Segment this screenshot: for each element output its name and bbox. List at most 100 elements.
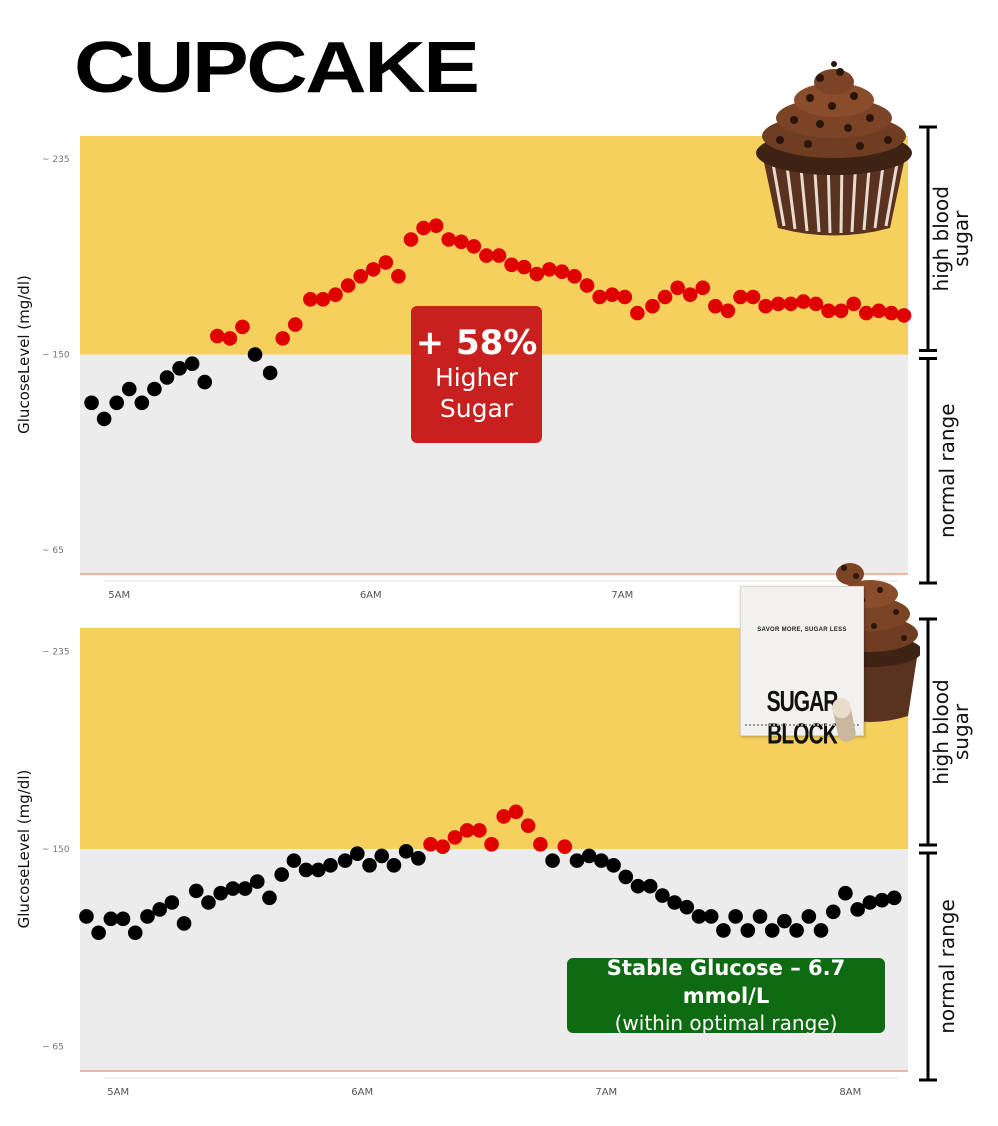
y-tick-label: ~ 235 bbox=[42, 647, 70, 657]
data-point bbox=[655, 888, 670, 903]
data-point bbox=[874, 892, 890, 908]
data-point bbox=[84, 395, 99, 411]
stable-glucose-badge: Stable Glucose – 6.7 mmol/L (within opti… bbox=[567, 956, 885, 1035]
y-axis-label: GlucoseLevel (mg/dl) bbox=[15, 275, 33, 434]
data-point bbox=[682, 287, 698, 302]
data-point bbox=[323, 857, 338, 873]
data-point bbox=[176, 916, 192, 931]
data-point bbox=[459, 823, 475, 838]
data-point bbox=[606, 857, 621, 873]
data-point bbox=[262, 365, 278, 381]
data-point bbox=[235, 319, 250, 335]
data-point bbox=[159, 370, 175, 385]
data-point bbox=[188, 883, 204, 899]
zone-label-line: high blood bbox=[929, 186, 953, 291]
data-point bbox=[213, 885, 228, 901]
data-point bbox=[428, 218, 444, 233]
data-point bbox=[679, 899, 695, 915]
data-point bbox=[862, 895, 878, 910]
data-point bbox=[237, 881, 253, 896]
data-point bbox=[484, 837, 499, 852]
data-point bbox=[96, 411, 112, 427]
badge-sugar: Sugar bbox=[439, 394, 514, 424]
data-point bbox=[479, 248, 494, 263]
data-point bbox=[667, 895, 682, 910]
stable-glucose-text: Stable Glucose – 6.7 mmol/L bbox=[606, 955, 846, 1008]
data-point bbox=[657, 289, 673, 305]
data-point bbox=[740, 923, 756, 938]
data-point bbox=[752, 909, 768, 924]
data-point bbox=[172, 361, 187, 376]
data-point bbox=[378, 255, 394, 270]
data-point bbox=[197, 374, 213, 390]
data-point bbox=[298, 862, 314, 878]
data-point bbox=[164, 895, 180, 910]
badge-percent: + 58% bbox=[415, 322, 538, 363]
data-point bbox=[374, 848, 390, 864]
product-tagline: SAVOR MORE, SUGAR LESS bbox=[757, 627, 847, 633]
x-tick-label: 6AM bbox=[351, 1087, 373, 1098]
data-point bbox=[567, 269, 582, 284]
data-point bbox=[745, 289, 761, 305]
data-point bbox=[496, 809, 512, 824]
data-point bbox=[184, 356, 200, 371]
data-point bbox=[127, 925, 143, 941]
zone-label-line: sugar bbox=[949, 703, 973, 760]
data-point bbox=[109, 395, 124, 411]
data-point bbox=[411, 851, 426, 866]
data-point bbox=[152, 902, 167, 917]
data-point bbox=[789, 923, 804, 938]
data-point bbox=[315, 292, 331, 307]
data-point bbox=[630, 305, 645, 321]
data-point bbox=[554, 264, 570, 279]
data-point bbox=[337, 853, 353, 868]
data-point bbox=[708, 298, 723, 314]
x-tick-label: 6AM bbox=[360, 590, 382, 601]
data-point bbox=[508, 804, 524, 820]
data-point bbox=[435, 839, 451, 854]
cupcake-icon bbox=[756, 61, 912, 236]
data-point bbox=[813, 923, 829, 938]
data-point bbox=[103, 911, 119, 927]
data-point bbox=[801, 909, 817, 924]
y-tick-label: ~ 150 bbox=[42, 845, 70, 855]
y-tick-label: ~ 65 bbox=[42, 546, 64, 556]
data-point bbox=[764, 923, 780, 938]
data-point bbox=[618, 869, 634, 885]
data-point bbox=[520, 818, 536, 834]
data-point bbox=[670, 280, 685, 296]
zone-label: normal range bbox=[935, 899, 959, 1034]
data-point bbox=[115, 911, 131, 927]
zone-label-line: high blood bbox=[929, 679, 953, 784]
data-point bbox=[249, 874, 265, 889]
y-axis-label: GlucoseLevel (mg/dl) bbox=[15, 770, 33, 929]
data-point bbox=[391, 269, 406, 284]
data-point bbox=[871, 303, 887, 319]
zone-label-line: sugar bbox=[949, 210, 973, 267]
data-point bbox=[777, 913, 792, 929]
data-point bbox=[454, 234, 469, 250]
product-fine-print bbox=[745, 724, 859, 729]
data-point bbox=[466, 239, 482, 254]
data-point bbox=[720, 303, 736, 319]
data-point bbox=[350, 846, 365, 861]
x-tick-label: 7AM bbox=[595, 1087, 617, 1098]
data-point bbox=[557, 839, 573, 854]
data-point bbox=[340, 278, 356, 293]
data-point bbox=[533, 837, 548, 852]
data-point bbox=[310, 862, 326, 878]
data-point bbox=[275, 331, 291, 346]
data-point bbox=[783, 296, 799, 312]
data-point bbox=[808, 296, 824, 312]
y-tick-label: ~ 150 bbox=[42, 351, 70, 361]
x-tick-label: 5AM bbox=[107, 1087, 129, 1098]
data-point bbox=[838, 885, 853, 901]
data-point bbox=[441, 232, 457, 247]
optimal-range-text: (within optimal range) bbox=[614, 1011, 838, 1036]
data-point bbox=[758, 298, 773, 314]
data-point bbox=[617, 289, 633, 305]
data-point bbox=[796, 294, 811, 309]
data-point bbox=[703, 909, 719, 924]
data-point bbox=[472, 823, 487, 838]
data-point bbox=[896, 308, 912, 323]
